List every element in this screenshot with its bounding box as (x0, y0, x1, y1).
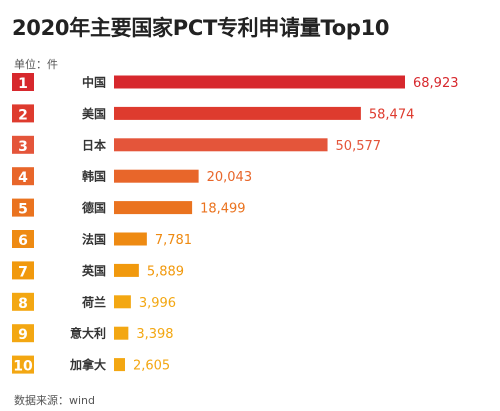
unit-label: 单位：件 (14, 58, 58, 71)
bar (114, 326, 129, 340)
value-label: 3,398 (136, 327, 173, 342)
bar (114, 201, 193, 215)
rank-badge (12, 355, 34, 374)
rank-badge (12, 167, 34, 186)
value-label: 5,889 (147, 264, 184, 279)
rank-number: 3 (18, 139, 28, 155)
rank-badge (12, 135, 34, 154)
bar (114, 358, 125, 372)
value-label: 2,605 (133, 359, 170, 374)
value-label: 68,923 (413, 76, 459, 91)
chart-title: 2020年主要国家PCT专利申请量Top10 (12, 16, 390, 40)
country-label: 荷兰 (81, 294, 106, 309)
rank-badge (12, 198, 34, 217)
bar (114, 106, 361, 120)
rank-badge (12, 104, 34, 123)
value-label: 18,499 (200, 202, 246, 217)
country-label: 意大利 (70, 326, 106, 341)
country-label: 法国 (82, 232, 106, 247)
country-label: 英国 (82, 263, 106, 278)
country-label: 韩国 (82, 169, 106, 184)
bar (114, 138, 328, 152)
value-label: 58,474 (369, 107, 415, 122)
bar (114, 75, 405, 89)
value-label: 3,996 (139, 296, 176, 311)
rank-number: 6 (18, 233, 28, 249)
rank-number: 4 (18, 170, 28, 186)
bar (114, 232, 147, 246)
country-label: 美国 (82, 106, 106, 121)
rank-number: 7 (18, 264, 28, 280)
value-label: 7,781 (155, 233, 192, 248)
rank-badge (12, 292, 34, 311)
value-label: 50,577 (336, 139, 382, 154)
bar (114, 169, 199, 183)
rank-number: 10 (13, 359, 33, 375)
country-label: 中国 (82, 75, 106, 90)
rank-badge (12, 261, 34, 280)
country-label: 日本 (82, 137, 106, 152)
rank-number: 9 (18, 327, 28, 343)
rank-number: 8 (18, 296, 28, 312)
rank-number: 2 (18, 107, 28, 123)
rank-number: 5 (18, 202, 28, 218)
bar (114, 263, 139, 277)
country-label: 加拿大 (69, 357, 106, 372)
rank-number: 1 (18, 76, 28, 92)
source-note: 数据来源：wind (14, 394, 96, 407)
rank-badge (12, 324, 34, 343)
bar (114, 295, 131, 309)
rank-badge (12, 73, 34, 91)
rank-badge (12, 230, 34, 248)
value-label: 20,043 (207, 170, 253, 185)
country-label: 德国 (82, 200, 106, 215)
